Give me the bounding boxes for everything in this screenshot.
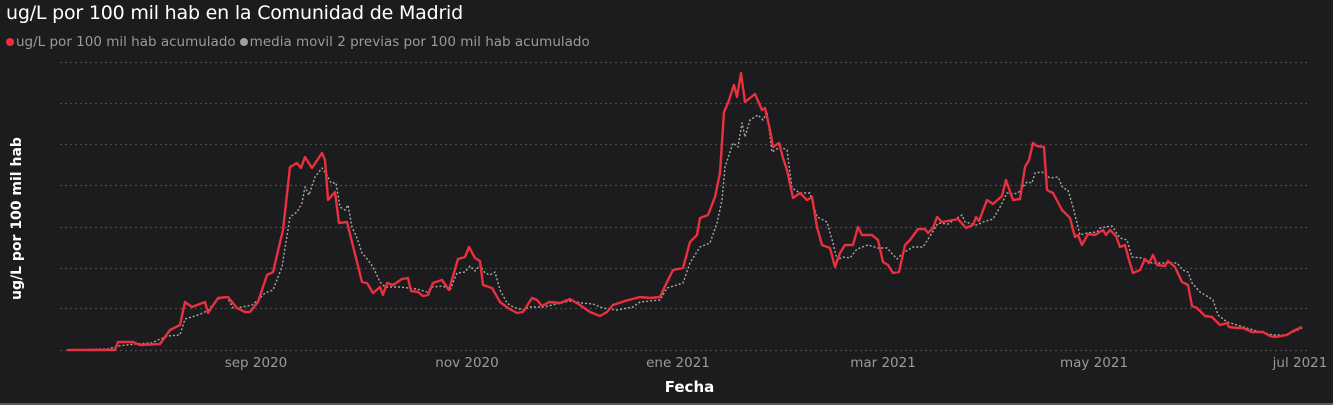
legend-label: ug/L por 100 mil hab acumulado <box>16 34 236 50</box>
x-tick: mar 2021 <box>850 355 916 371</box>
legend-label: media movil 2 previas por 100 mil hab ac… <box>249 34 590 50</box>
legend-item-red[interactable]: ug/L por 100 mil hab acumulado <box>6 34 236 50</box>
x-axis-title: Fecha <box>664 378 715 396</box>
x-tick: may 2021 <box>1059 355 1129 371</box>
legend: ug/L por 100 mil hab acumulado media mov… <box>6 34 594 50</box>
series-accumulated-line <box>67 71 1303 352</box>
x-tick: jul 2021 <box>1272 355 1328 371</box>
legend-dot-grey-icon <box>239 38 248 46</box>
x-tick: sep 2020 <box>224 355 288 371</box>
x-axis-ticks: sep 2020 nov 2020 ene 2021 mar 2021 may … <box>0 355 1333 375</box>
legend-item-grey[interactable]: media movil 2 previas por 100 mil hab ac… <box>239 34 590 50</box>
bottom-border <box>0 403 1333 405</box>
x-tick: ene 2021 <box>646 355 710 371</box>
series-moving-average-line <box>66 111 1303 351</box>
legend-dot-red-icon <box>6 38 14 46</box>
chart-title: ug/L por 100 mil hab en la Comunidad de … <box>6 2 463 24</box>
x-tick: nov 2020 <box>435 355 499 371</box>
gridlines <box>60 61 1309 352</box>
